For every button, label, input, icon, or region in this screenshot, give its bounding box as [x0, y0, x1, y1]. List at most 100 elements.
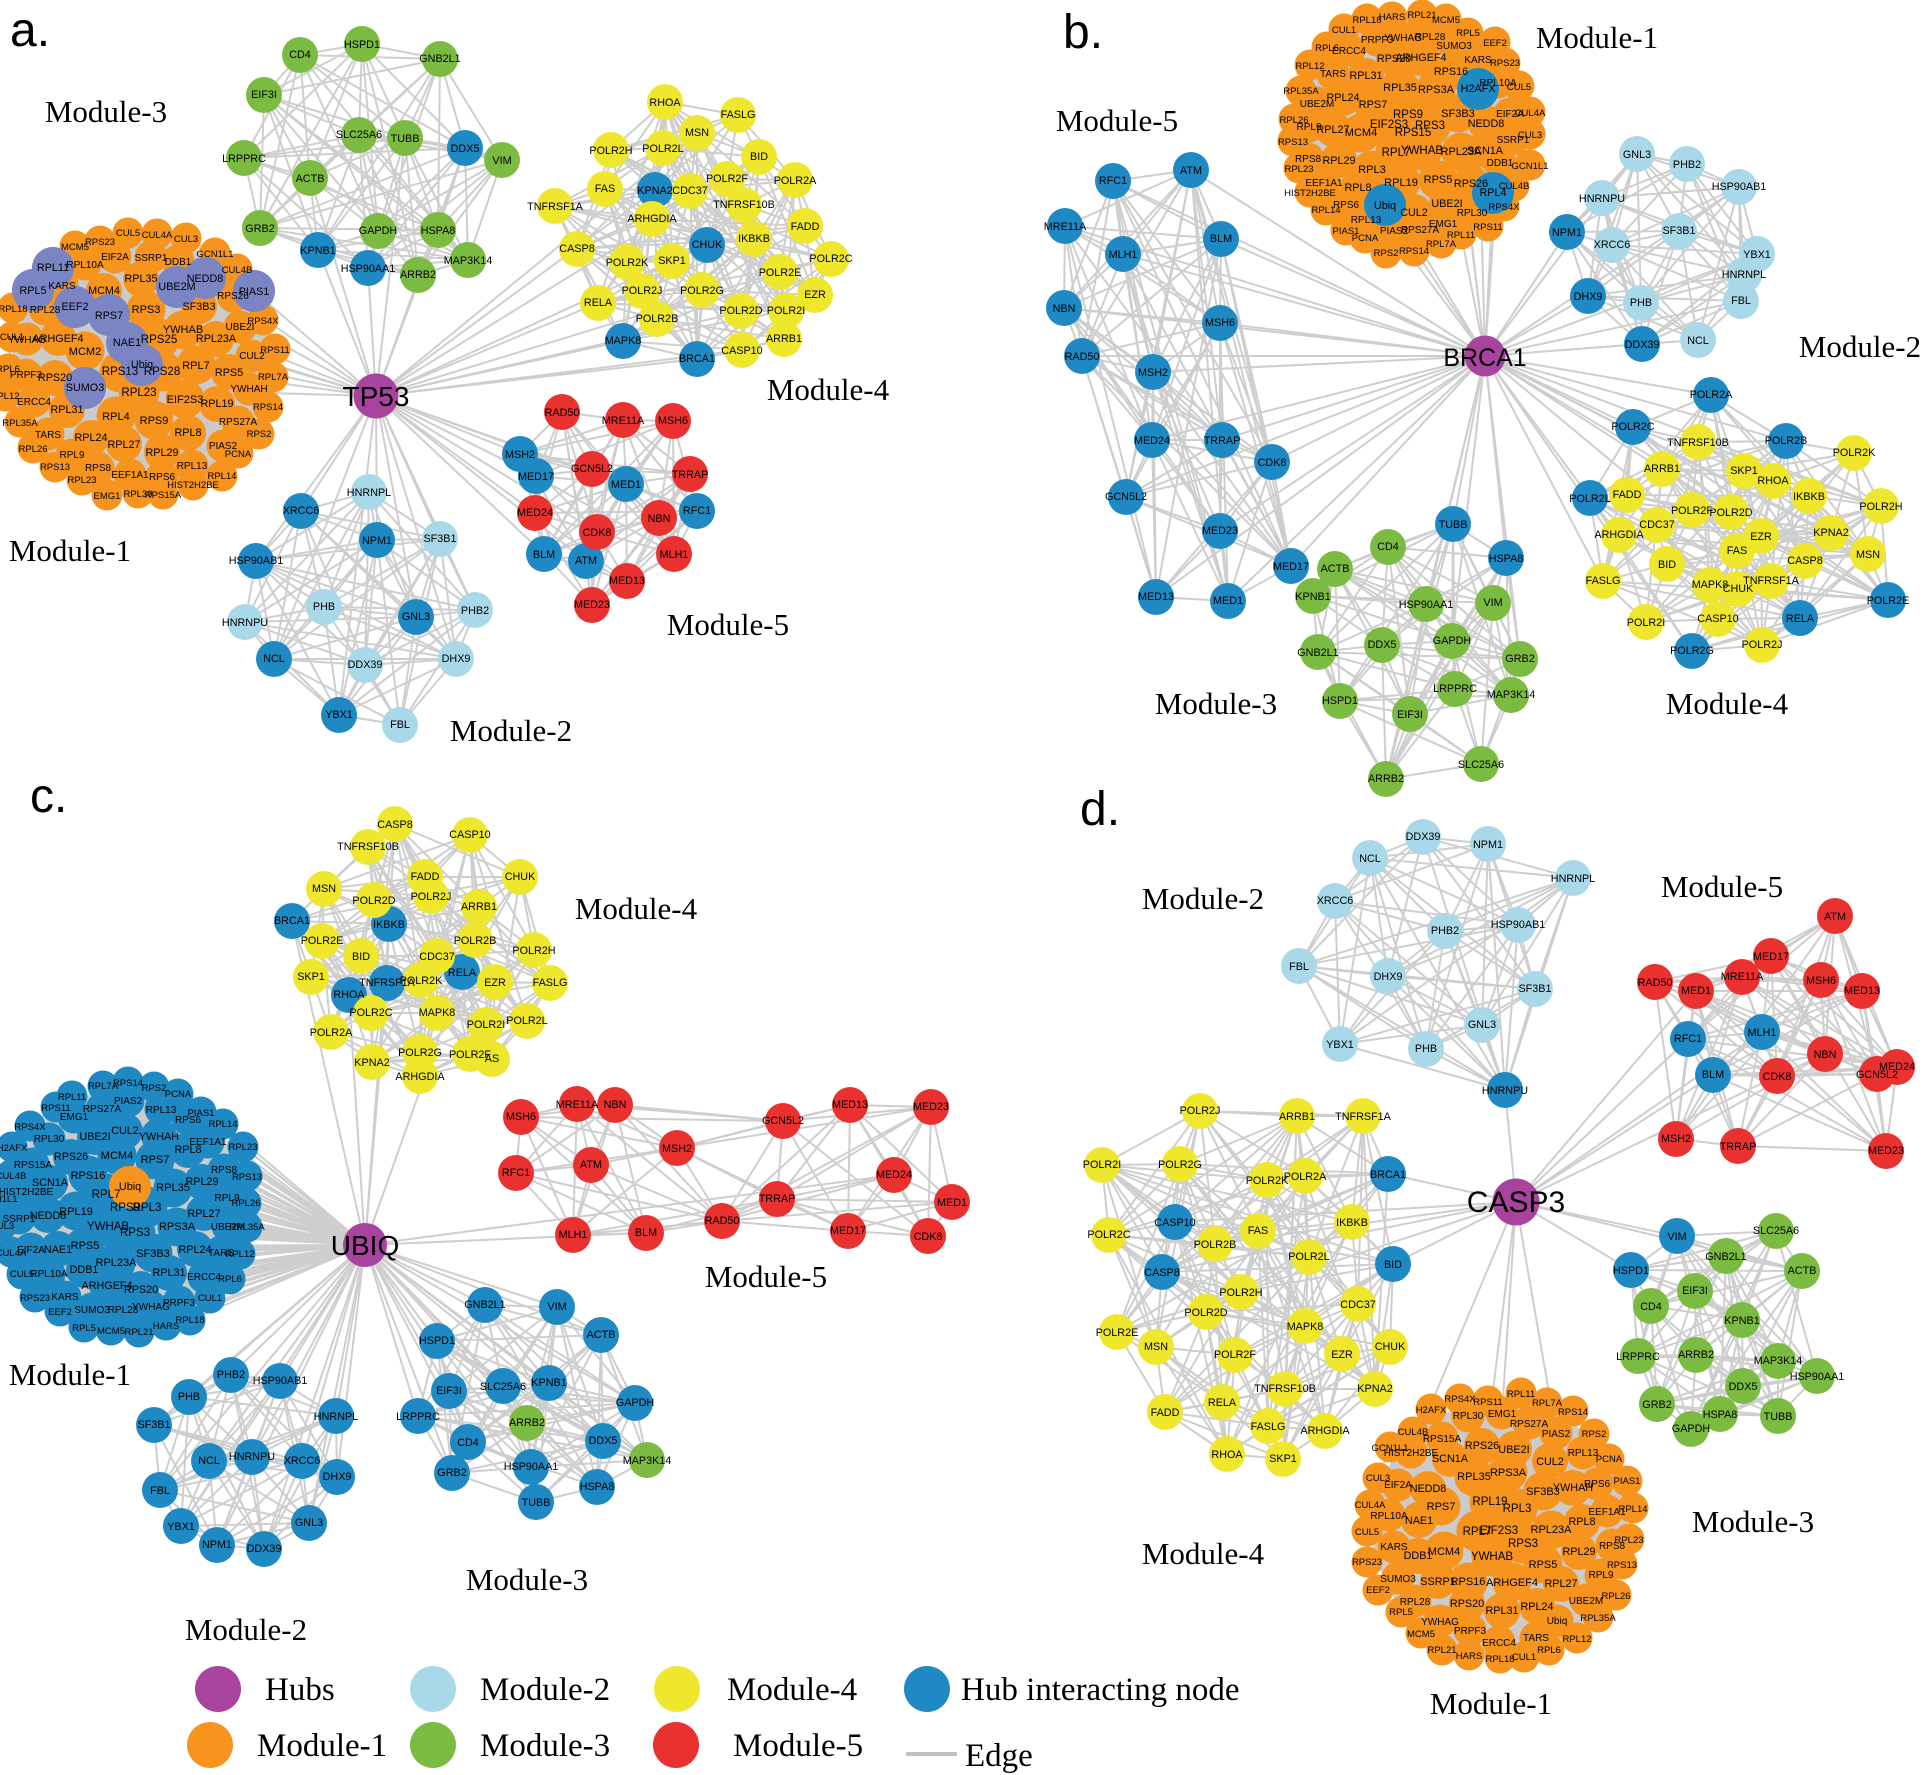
svg-text:TUBB: TUBB — [1764, 1411, 1793, 1423]
svg-text:RPL8: RPL8 — [1568, 1516, 1595, 1528]
svg-text:MSN: MSN — [1144, 1341, 1168, 1353]
svg-text:RPS9: RPS9 — [140, 415, 169, 427]
svg-text:SLC25A6: SLC25A6 — [480, 1381, 526, 1393]
svg-text:CUL5: CUL5 — [1355, 1527, 1379, 1538]
svg-text:PIAS2: PIAS2 — [1542, 1429, 1571, 1440]
svg-text:CDK8: CDK8 — [914, 1231, 943, 1243]
svg-text:POLR2A: POLR2A — [1690, 389, 1733, 401]
svg-text:RELA: RELA — [1786, 613, 1815, 625]
svg-text:a.: a. — [10, 4, 50, 57]
svg-text:PHB2: PHB2 — [217, 1369, 245, 1381]
svg-text:RPL5: RPL5 — [1389, 1607, 1413, 1618]
svg-text:RPL35A: RPL35A — [1580, 1613, 1616, 1624]
svg-text:POLR2E: POLR2E — [1096, 1327, 1139, 1339]
svg-text:POLR2H: POLR2H — [1219, 1287, 1262, 1299]
svg-text:HSP90AB1: HSP90AB1 — [1712, 181, 1767, 193]
svg-text:IKBKB: IKBKB — [738, 233, 770, 245]
svg-text:KPNB1: KPNB1 — [300, 245, 335, 257]
svg-text:EZR: EZR — [1750, 531, 1772, 543]
svg-text:SSRP1: SSRP1 — [3, 1214, 36, 1225]
svg-text:IKBKB: IKBKB — [373, 919, 405, 931]
svg-text:FBL: FBL — [1289, 961, 1309, 973]
svg-text:RPL19: RPL19 — [1472, 1496, 1507, 1508]
svg-text:POLR2E: POLR2E — [759, 267, 802, 279]
svg-text:RPS20: RPS20 — [38, 372, 72, 384]
svg-text:EIF3I: EIF3I — [436, 1385, 462, 1397]
svg-text:RPL26: RPL26 — [1279, 115, 1308, 126]
svg-text:FADD: FADD — [1613, 489, 1642, 501]
svg-text:RPL28: RPL28 — [1400, 1597, 1431, 1608]
svg-text:ERCC4: ERCC4 — [17, 397, 51, 408]
svg-text:YWHAB: YWHAB — [1471, 1551, 1514, 1563]
svg-text:RPL29: RPL29 — [1322, 155, 1355, 167]
svg-text:POLR2K: POLR2K — [1246, 1175, 1289, 1187]
svg-text:POLR2I: POLR2I — [767, 305, 805, 317]
svg-text:ARHGDIA: ARHGDIA — [1300, 1425, 1350, 1437]
svg-text:SKP1: SKP1 — [1730, 465, 1758, 477]
svg-text:TNFRSF10B: TNFRSF10B — [337, 841, 399, 853]
svg-text:HSPA8: HSPA8 — [1489, 553, 1524, 565]
svg-text:PIAS2: PIAS2 — [114, 1096, 143, 1107]
svg-text:EMG1: EMG1 — [1488, 1409, 1517, 1420]
svg-text:MCM5: MCM5 — [61, 242, 89, 253]
svg-text:RPS20: RPS20 — [1377, 53, 1411, 65]
svg-text:RPS2: RPS2 — [1582, 1429, 1607, 1440]
svg-text:GCN5L2: GCN5L2 — [571, 463, 613, 475]
svg-text:PIAS1: PIAS1 — [1333, 226, 1360, 237]
svg-text:YBX1: YBX1 — [1326, 1039, 1354, 1051]
svg-text:MCM5: MCM5 — [1432, 15, 1460, 26]
svg-text:POLR2E: POLR2E — [1867, 595, 1910, 607]
svg-text:EZR: EZR — [1331, 1349, 1353, 1361]
svg-text:EIF2A: EIF2A — [1496, 109, 1524, 120]
svg-text:MAP3K14: MAP3K14 — [623, 1455, 672, 1467]
svg-text:SCN1A: SCN1A — [1432, 1453, 1469, 1465]
svg-text:POLR2F: POLR2F — [1214, 1349, 1256, 1361]
svg-text:RPL9: RPL9 — [1588, 1570, 1613, 1581]
svg-text:RPS4X: RPS4X — [14, 1122, 46, 1133]
svg-text:Module-3: Module-3 — [480, 1728, 610, 1764]
svg-text:GNL3: GNL3 — [1468, 1019, 1496, 1031]
svg-text:UBE2M: UBE2M — [1300, 99, 1334, 110]
svg-text:RPL7: RPL7 — [92, 1189, 121, 1201]
svg-text:RPL12: RPL12 — [225, 1249, 254, 1260]
svg-text:MCM5: MCM5 — [1407, 1629, 1435, 1640]
svg-text:CDC37: CDC37 — [419, 951, 454, 963]
svg-text:RPL29: RPL29 — [1562, 1546, 1595, 1558]
svg-text:MCM4: MCM4 — [101, 1150, 133, 1162]
svg-text:RPS27A: RPS27A — [83, 1104, 122, 1115]
svg-text:ARRB2: ARRB2 — [509, 1417, 545, 1429]
svg-text:Module-4: Module-4 — [727, 1672, 857, 1708]
svg-text:MED13: MED13 — [609, 575, 645, 587]
svg-text:RPL3: RPL3 — [133, 1202, 162, 1214]
svg-text:ATM: ATM — [1180, 165, 1202, 177]
svg-text:HSPD1: HSPD1 — [1613, 1265, 1649, 1277]
svg-text:RPS15: RPS15 — [1395, 127, 1431, 139]
svg-text:RPL13: RPL13 — [177, 461, 208, 472]
svg-text:IKBKB: IKBKB — [1336, 1217, 1368, 1229]
svg-text:CUL5: CUL5 — [116, 228, 140, 239]
svg-text:TUBB: TUBB — [522, 1497, 551, 1509]
svg-text:POLR2D: POLR2D — [352, 895, 395, 907]
svg-text:RPL19: RPL19 — [200, 398, 233, 410]
svg-text:SKP1: SKP1 — [658, 255, 686, 267]
svg-text:UBIQ: UBIQ — [331, 1230, 399, 1261]
svg-text:HARS: HARS — [153, 1321, 179, 1332]
svg-text:POLR2G: POLR2G — [398, 1047, 442, 1059]
svg-text:MED17: MED17 — [830, 1225, 866, 1237]
svg-text:VIM: VIM — [1483, 597, 1502, 609]
svg-text:VIM: VIM — [492, 155, 511, 167]
svg-text:CUL2: CUL2 — [239, 351, 265, 362]
svg-text:EMG1: EMG1 — [60, 1112, 89, 1123]
svg-text:RPL27: RPL27 — [187, 1208, 220, 1220]
svg-text:RPS2: RPS2 — [247, 429, 272, 440]
svg-text:CASP10: CASP10 — [721, 345, 762, 357]
svg-text:PHB: PHB — [313, 601, 335, 613]
svg-text:Module-4: Module-4 — [575, 891, 698, 926]
svg-text:ATM: ATM — [1824, 911, 1846, 923]
svg-text:POLR2C: POLR2C — [809, 253, 852, 265]
svg-text:DHX9: DHX9 — [1374, 971, 1403, 983]
svg-text:CDK8: CDK8 — [1763, 1071, 1792, 1083]
svg-text:GNB2L1: GNB2L1 — [1297, 647, 1338, 659]
svg-text:RPL21: RPL21 — [124, 1327, 153, 1338]
svg-text:MAPK8: MAPK8 — [605, 335, 642, 347]
